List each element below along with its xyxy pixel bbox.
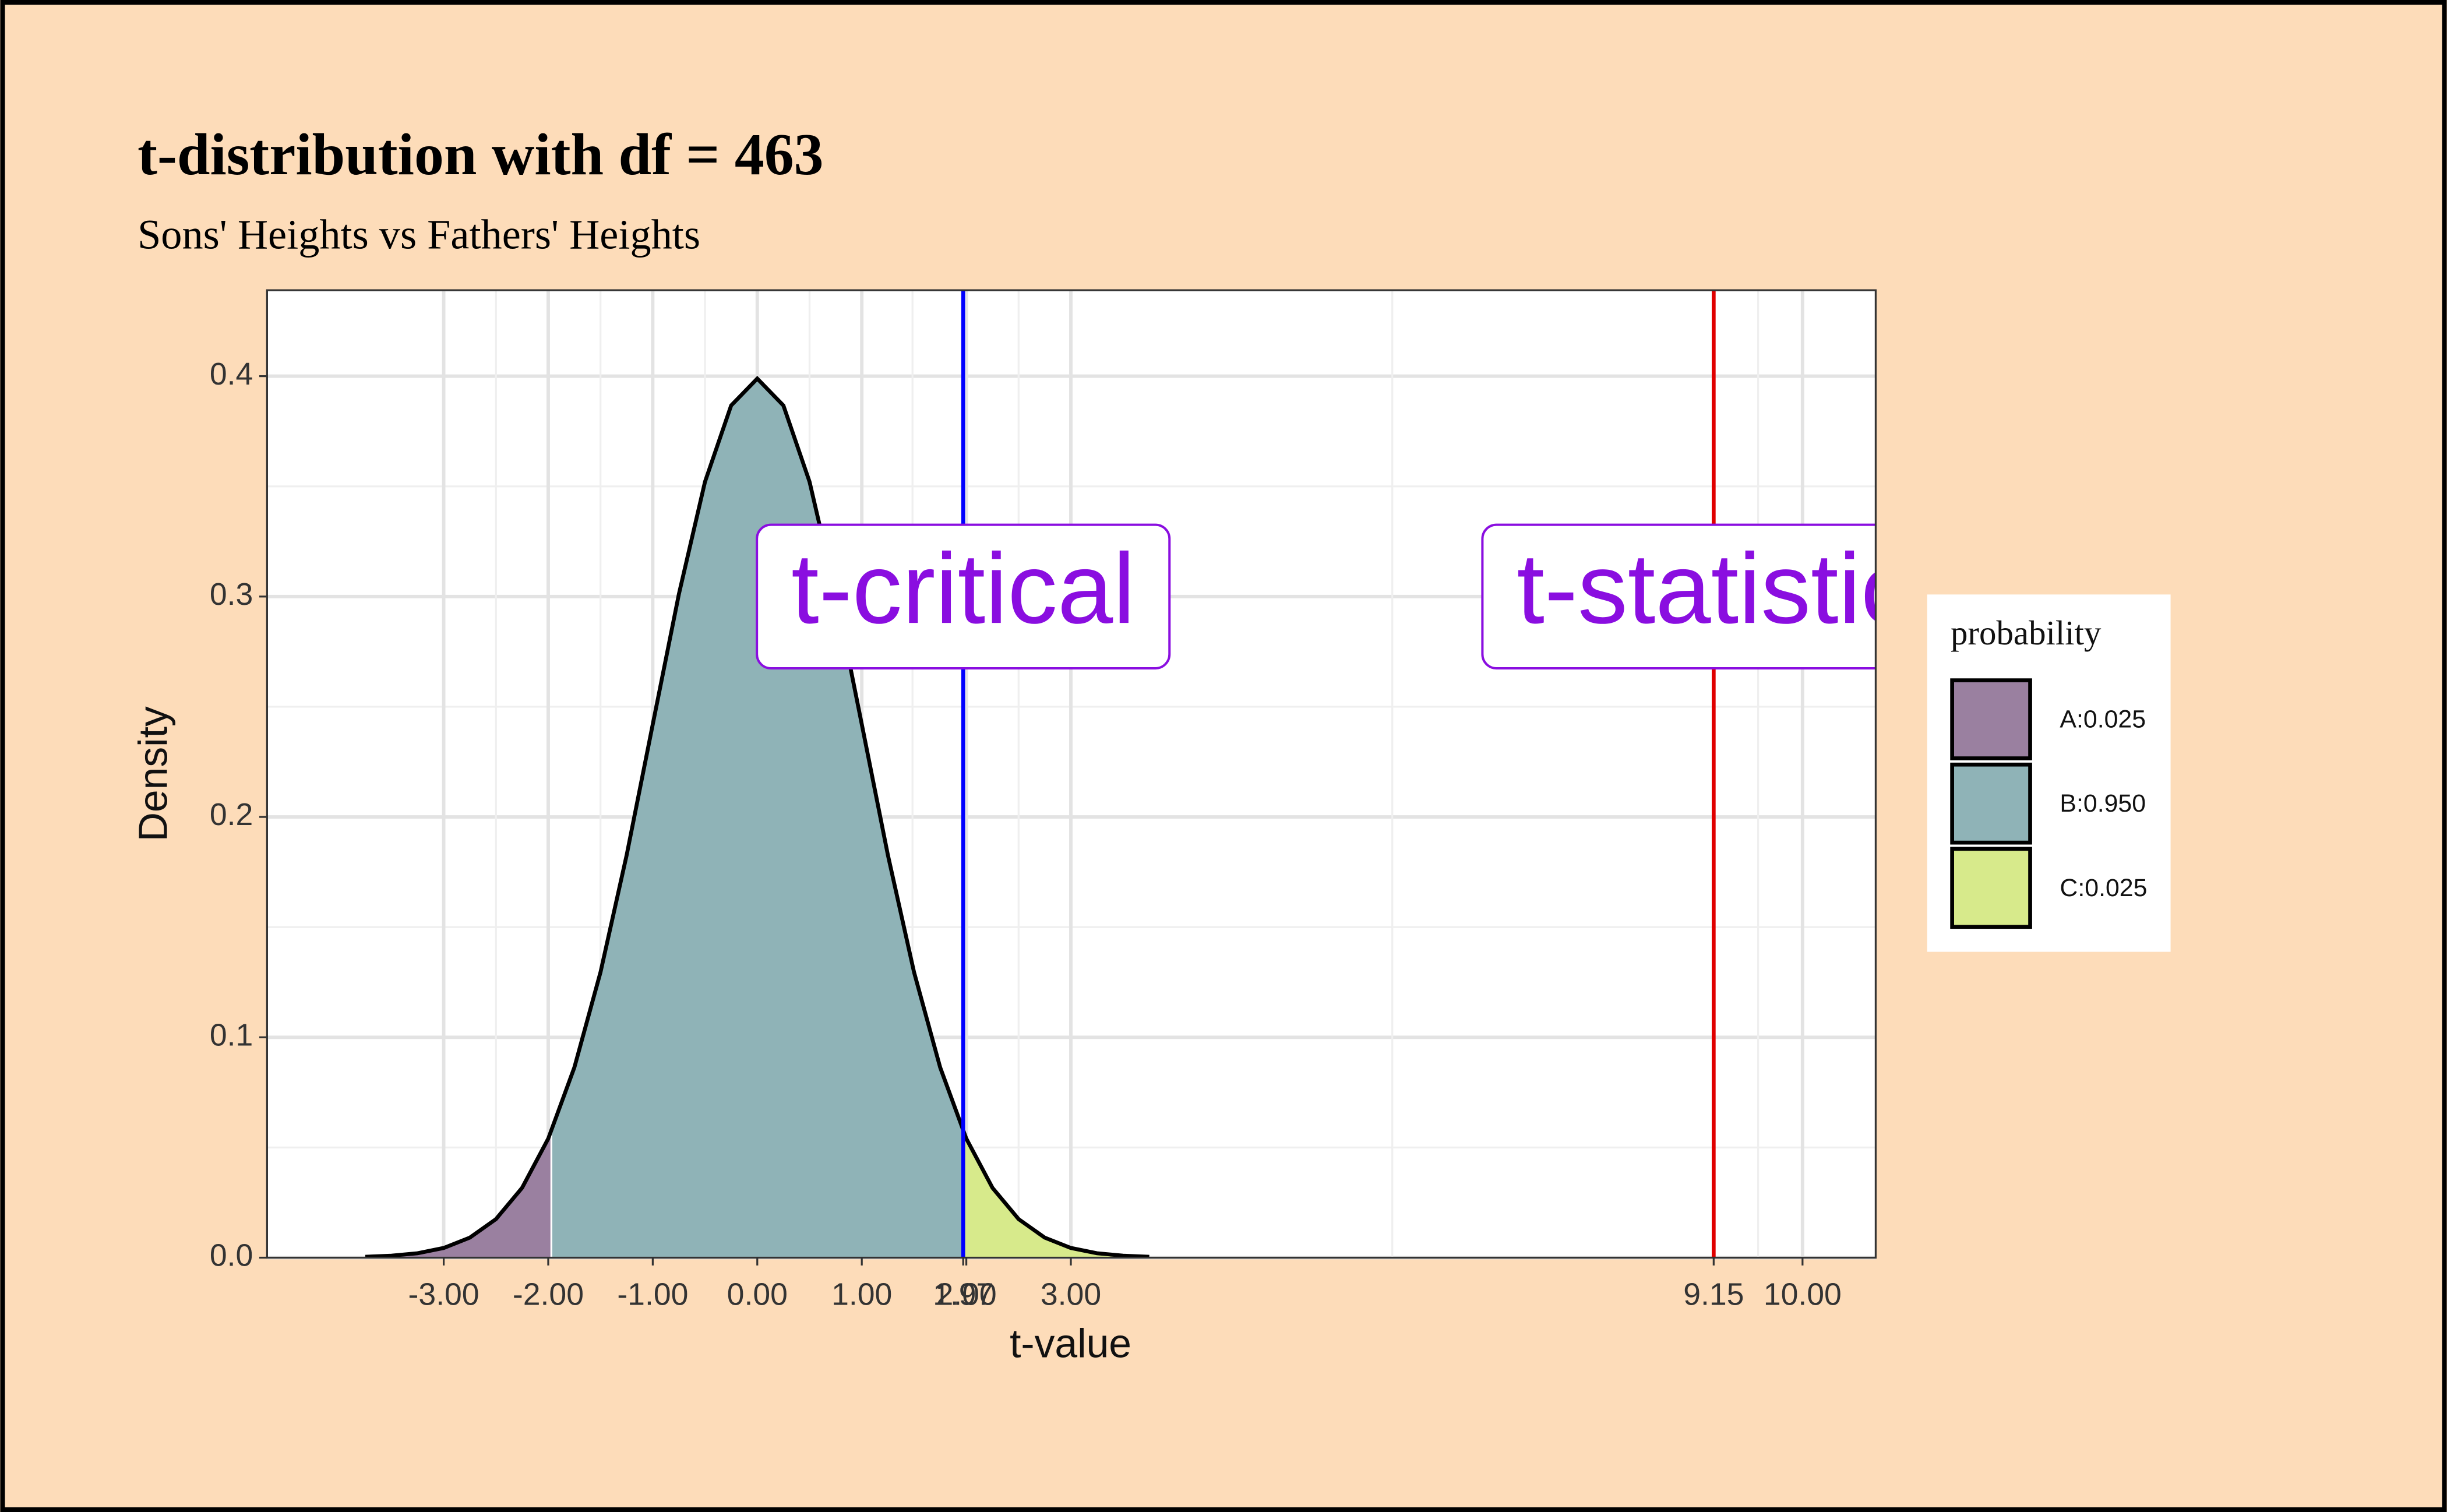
legend-key bbox=[1950, 762, 2032, 845]
legend-label: C:0.025 bbox=[2060, 874, 2147, 902]
legend-label: B:0.950 bbox=[2060, 790, 2146, 817]
y-tick-label: 0.3 bbox=[210, 577, 253, 612]
chart-subtitle: Sons' Heights vs Fathers' Heights bbox=[137, 211, 700, 258]
annotation-box bbox=[1481, 523, 1876, 670]
x-tick-label: 2.00 bbox=[936, 1278, 996, 1312]
y-tick-label: 0.0 bbox=[210, 1239, 253, 1273]
x-tick-label: 0.00 bbox=[727, 1278, 788, 1312]
y-tick-label: 0.4 bbox=[210, 357, 253, 392]
legend-key bbox=[1950, 678, 2032, 760]
x-tick-label: 9.15 bbox=[1683, 1278, 1744, 1312]
annotation: t-critical bbox=[756, 523, 1171, 670]
annotation-box bbox=[756, 523, 1171, 670]
legend-title: probability bbox=[1951, 614, 2102, 652]
x-tick-label: 1.97 bbox=[933, 1278, 993, 1312]
x-axis-title: t-value bbox=[1010, 1321, 1131, 1366]
chart-title: t-distribution with df = 463 bbox=[137, 122, 823, 188]
axes: 0.0 0.1 0.2 0.3 0.4 -3.00 -2.00 -1.00 0.00 1.00 1.… bbox=[210, 357, 1842, 1312]
y-axis-title: Density bbox=[131, 706, 176, 841]
y-tick-label: 0.1 bbox=[210, 1018, 253, 1052]
density-curve bbox=[365, 375, 1150, 1258]
x-tick-label: 1.00 bbox=[831, 1278, 892, 1312]
legend-key bbox=[1950, 847, 2032, 929]
legend: A:0.025 B:0.950 C:0.025 bbox=[1950, 678, 2147, 929]
legend-label: A:0.025 bbox=[2060, 706, 2146, 734]
x-tick-label: 10.00 bbox=[1764, 1278, 1842, 1312]
x-tick-label: -2.00 bbox=[513, 1278, 584, 1312]
annotation-label: t-statistic bbox=[1517, 533, 1910, 644]
area-fill bbox=[365, 1130, 552, 1258]
area-fill bbox=[963, 1130, 1150, 1258]
annotation-label: t-critical bbox=[791, 533, 1135, 644]
annotation: t-statistic bbox=[1481, 523, 1910, 670]
x-tick-label: -3.00 bbox=[408, 1278, 479, 1312]
area-fill bbox=[551, 378, 964, 1258]
x-tick-label: -1.00 bbox=[617, 1278, 688, 1312]
x-tick-label: 3.00 bbox=[1041, 1278, 1101, 1312]
y-tick-label: 0.2 bbox=[210, 798, 253, 832]
